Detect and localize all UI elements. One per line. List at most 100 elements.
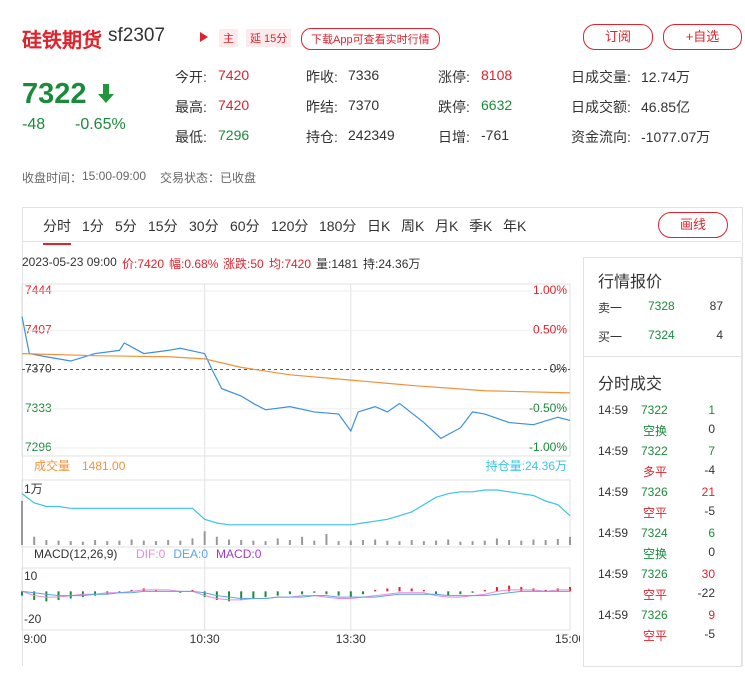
change: -48 bbox=[22, 116, 46, 133]
stat-value: 7336 bbox=[348, 67, 380, 83]
trade-price: 7324 bbox=[641, 526, 668, 540]
trade-price: 7322 bbox=[641, 403, 668, 417]
stat-value: 6632 bbox=[481, 97, 513, 113]
macd-bar bbox=[447, 591, 450, 596]
trade-change: 0 bbox=[708, 422, 715, 436]
volume-label: 成交量 bbox=[34, 458, 70, 473]
book-volume: 4 bbox=[716, 328, 723, 342]
book-side: 卖一 bbox=[598, 301, 623, 315]
tab[interactable]: 60分 bbox=[230, 218, 260, 234]
tab[interactable]: 季K bbox=[469, 218, 493, 234]
volume-bar bbox=[520, 540, 523, 545]
main-tag: 主 bbox=[219, 29, 238, 47]
volume-bar bbox=[301, 536, 304, 545]
tab[interactable]: 年K bbox=[503, 218, 527, 234]
y-tick-label: 7407 bbox=[25, 322, 52, 336]
macd-bar bbox=[21, 591, 23, 596]
stat-label: 持仓: bbox=[306, 129, 338, 145]
trade-change: 0 bbox=[708, 545, 715, 559]
volume-bar bbox=[240, 540, 243, 545]
volume-bar bbox=[276, 538, 279, 545]
info-item: 持:24.36万 bbox=[363, 257, 421, 271]
stat-value: 7296 bbox=[218, 127, 250, 143]
x-tick-label: 10:30 bbox=[190, 632, 220, 646]
tab[interactable]: 5分 bbox=[115, 218, 137, 234]
book-price: 7328 bbox=[648, 299, 675, 313]
macd-bar bbox=[422, 589, 425, 592]
trade-volume: 30 bbox=[701, 567, 715, 581]
trade-type: 空平 bbox=[643, 588, 668, 602]
macd-bar bbox=[313, 591, 316, 593]
volume-bar bbox=[398, 541, 401, 545]
volume-bar bbox=[325, 534, 328, 545]
macd-bar bbox=[544, 589, 547, 592]
side-panel bbox=[583, 257, 742, 667]
trade-type: 空平 bbox=[643, 506, 668, 520]
volume-bar bbox=[130, 539, 133, 545]
macd-bar bbox=[179, 591, 182, 593]
tab[interactable]: 日K bbox=[367, 218, 391, 234]
trade-change: -5 bbox=[704, 627, 715, 641]
volume-bar bbox=[203, 531, 206, 545]
stat-value: 7420 bbox=[218, 67, 250, 83]
tab[interactable]: 月K bbox=[435, 218, 459, 234]
volume-bar bbox=[118, 540, 121, 545]
macd-bar bbox=[349, 591, 352, 598]
watch-button[interactable]: +自选 bbox=[663, 24, 742, 50]
macd-bar bbox=[45, 591, 48, 602]
volume-bar bbox=[69, 541, 72, 545]
x-tick-label: 13:30 bbox=[336, 632, 366, 646]
trade-time: 14:59 bbox=[598, 403, 629, 417]
macd-bar bbox=[94, 591, 97, 596]
macd-bar bbox=[569, 587, 571, 592]
down-arrow bbox=[98, 84, 114, 103]
tab[interactable]: 30分 bbox=[189, 218, 219, 234]
volume-bar bbox=[215, 536, 218, 545]
stat-value: 8108 bbox=[481, 67, 513, 83]
divider bbox=[22, 241, 741, 242]
panel-border bbox=[21, 283, 571, 457]
volume-bar bbox=[288, 540, 291, 545]
draw-text: 画线 bbox=[679, 217, 706, 232]
download-link[interactable]: 下载App可查看实时行情 bbox=[301, 28, 440, 50]
y-tick-label: 7296 bbox=[25, 440, 52, 454]
watch-text: +自选 bbox=[685, 29, 720, 44]
oi-line bbox=[21, 489, 571, 526]
tab[interactable]: 1分 bbox=[82, 218, 104, 234]
volume-bar bbox=[556, 538, 559, 545]
draw-button[interactable]: 画线 bbox=[658, 212, 728, 238]
volume-bar bbox=[33, 536, 36, 545]
name: 硅铁期货 bbox=[22, 30, 102, 52]
price-line bbox=[21, 316, 571, 440]
volume-bar bbox=[447, 539, 450, 545]
macd-bar bbox=[191, 589, 194, 592]
macd-bar bbox=[252, 591, 255, 599]
volume-bar bbox=[422, 541, 425, 545]
y-tick-label: 7370 bbox=[25, 362, 52, 376]
subscribe-button[interactable]: 订阅 bbox=[583, 24, 653, 50]
tab[interactable]: 分时 bbox=[43, 216, 71, 245]
tab[interactable]: 180分 bbox=[319, 218, 357, 234]
stat-label: 涨停: bbox=[438, 69, 470, 85]
trade-type: 空平 bbox=[643, 629, 668, 643]
y2-tick-label: 0% bbox=[550, 362, 568, 376]
volume-bar bbox=[435, 540, 438, 545]
volume-value: 1481.00 bbox=[82, 459, 126, 473]
volume-bar bbox=[106, 541, 109, 545]
macd-bar bbox=[520, 587, 523, 592]
info-item: 均:7420 bbox=[269, 257, 312, 271]
trade-time: 14:59 bbox=[598, 567, 629, 581]
stat-value: -761 bbox=[481, 127, 510, 143]
volume-bar bbox=[532, 539, 535, 545]
stat-label: 昨结: bbox=[306, 99, 338, 115]
status-value: 15:00-09:00 bbox=[82, 169, 147, 183]
volume-bar bbox=[361, 540, 364, 545]
tab[interactable]: 15分 bbox=[148, 218, 178, 234]
trade-price: 7326 bbox=[641, 485, 668, 499]
trade-type: 空换 bbox=[643, 424, 668, 438]
volume-bar bbox=[483, 540, 486, 545]
volume-bar bbox=[57, 540, 60, 545]
volume-bar bbox=[264, 541, 267, 545]
tab[interactable]: 周K bbox=[401, 218, 425, 234]
tab[interactable]: 120分 bbox=[271, 218, 309, 234]
